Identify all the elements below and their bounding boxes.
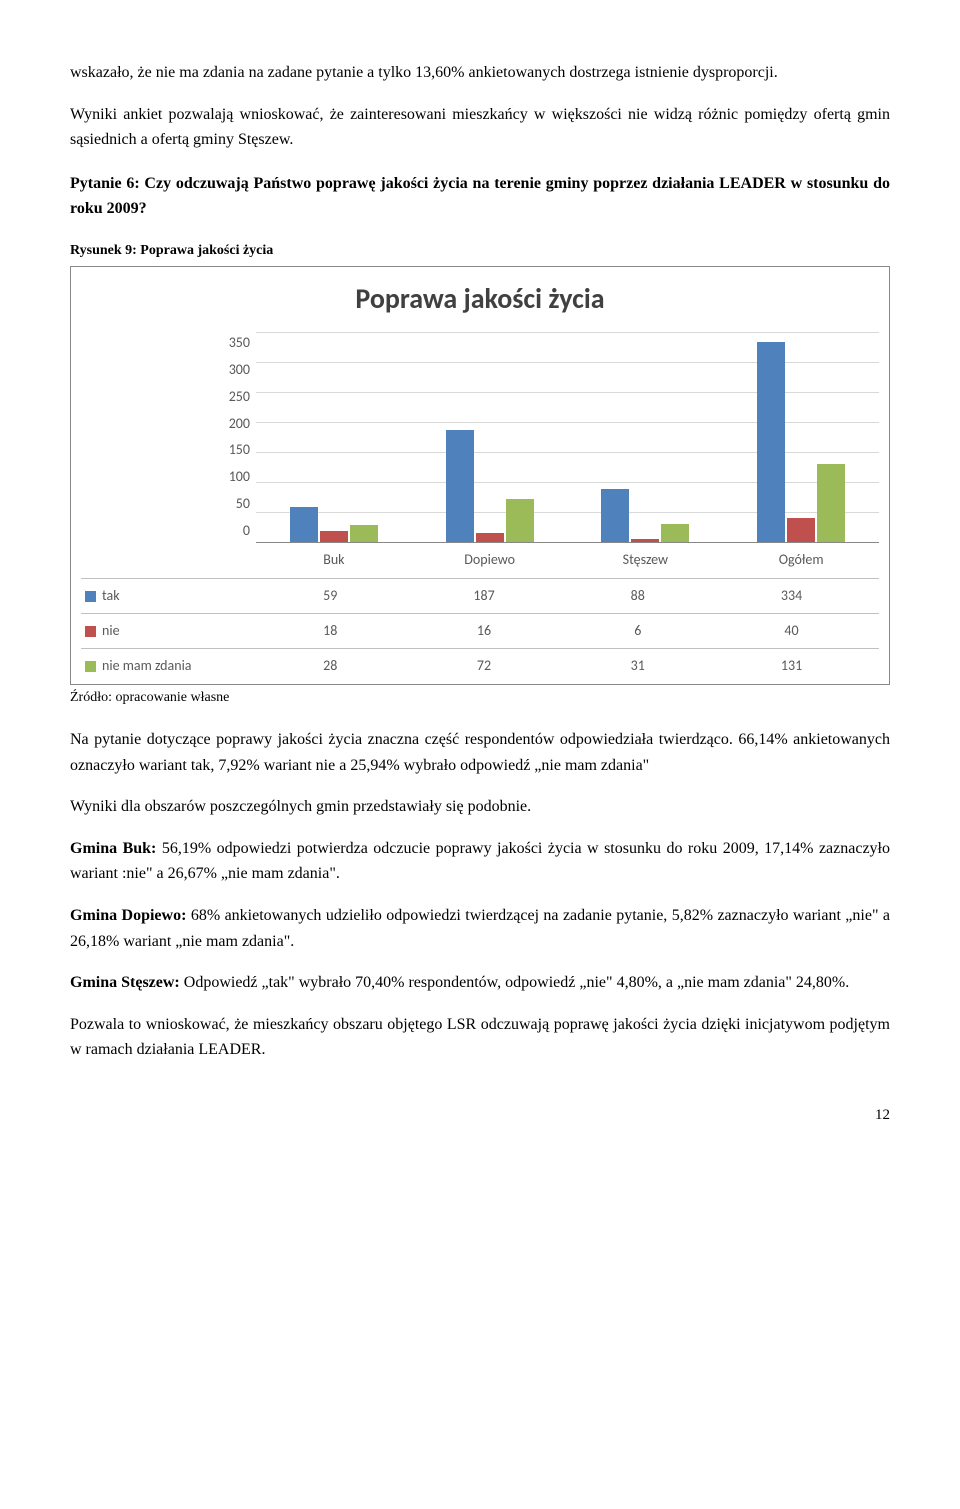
paragraph-result-2: Wyniki dla obszarów poszczególnych gmin … bbox=[70, 794, 890, 820]
table-cell: 131 bbox=[704, 649, 879, 684]
figure-source: Źródło: opracowanie własne bbox=[70, 687, 890, 709]
x-axis-labels: BukDopiewoStęszewOgółem bbox=[256, 543, 879, 577]
bar bbox=[757, 342, 785, 542]
table-cell: 6 bbox=[571, 613, 704, 648]
bar-group bbox=[412, 332, 568, 542]
legend-label: nie bbox=[102, 622, 120, 639]
table-row: nie mam zdania 287231131 bbox=[81, 649, 879, 684]
bar bbox=[817, 464, 845, 543]
page-number: 12 bbox=[70, 1103, 890, 1127]
text-gmina-dopiewo: 68% ankietowanych udzieliło odpowiedzi t… bbox=[70, 907, 890, 950]
table-cell: 72 bbox=[397, 649, 572, 684]
bar bbox=[350, 525, 378, 542]
paragraph-intro-2: Wyniki ankiet pozwalają wnioskować, że z… bbox=[70, 102, 890, 153]
x-tick-label: Stęszew bbox=[568, 543, 724, 577]
y-tick-label: 250 bbox=[229, 386, 250, 408]
table-row: nie 1816640 bbox=[81, 613, 879, 648]
paragraph-intro-1: wskazało, że nie ma zdania na zadane pyt… bbox=[70, 60, 890, 86]
y-tick-label: 100 bbox=[229, 466, 250, 488]
x-tick-label: Ogółem bbox=[723, 543, 879, 577]
figure-caption: Rysunek 9: Poprawa jakości życia bbox=[70, 240, 890, 262]
text-gmina-buk: 56,19% odpowiedzi potwierdza odczucie po… bbox=[70, 840, 890, 883]
y-tick-label: 0 bbox=[243, 520, 250, 542]
bar-group bbox=[723, 332, 879, 542]
table-row: tak 5918788334 bbox=[81, 578, 879, 613]
label-gmina-buk: Gmina Buk: bbox=[70, 840, 156, 857]
paragraph-conclusion: Pozwala to wnioskować, że mieszkańcy obs… bbox=[70, 1012, 890, 1063]
chart-title: Poprawa jakości życia bbox=[81, 277, 879, 322]
label-gmina-dopiewo: Gmina Dopiewo: bbox=[70, 907, 186, 924]
y-tick-label: 150 bbox=[229, 439, 250, 461]
legend-label: tak bbox=[102, 587, 120, 604]
bar bbox=[787, 518, 815, 542]
bar bbox=[446, 430, 474, 542]
paragraph-gmina-dopiewo: Gmina Dopiewo: 68% ankietowanych udzieli… bbox=[70, 903, 890, 954]
table-cell: 18 bbox=[264, 613, 397, 648]
table-cell: 88 bbox=[571, 578, 704, 613]
table-cell: 16 bbox=[397, 613, 572, 648]
bar bbox=[601, 489, 629, 542]
table-cell: 28 bbox=[264, 649, 397, 684]
x-tick-label: Buk bbox=[256, 543, 412, 577]
y-axis-spacer: 350 300 250 200 150 100 50 0 bbox=[81, 332, 256, 577]
y-tick-label: 50 bbox=[236, 493, 250, 515]
plot-wrap: BukDopiewoStęszewOgółem bbox=[256, 332, 879, 577]
x-tick-label: Dopiewo bbox=[412, 543, 568, 577]
legend-swatch bbox=[85, 626, 96, 637]
table-cell: 40 bbox=[704, 613, 879, 648]
plot-area bbox=[256, 332, 879, 543]
label-gmina-steszew: Gmina Stęszew: bbox=[70, 974, 180, 991]
paragraph-gmina-buk: Gmina Buk: 56,19% odpowiedzi potwierdza … bbox=[70, 836, 890, 887]
bar-group bbox=[256, 332, 412, 542]
y-tick-label: 200 bbox=[229, 413, 250, 435]
legend-swatch bbox=[85, 591, 96, 602]
legend-swatch bbox=[85, 661, 96, 672]
bar bbox=[320, 531, 348, 542]
bar bbox=[290, 507, 318, 542]
table-cell: 334 bbox=[704, 578, 879, 613]
bar-group bbox=[568, 332, 724, 542]
chart-area: 350 300 250 200 150 100 50 0 BukDopiewoStęszewO… bbox=[81, 332, 879, 577]
chart-container: Poprawa jakości życia 350 300 250 200 150 100… bbox=[70, 266, 890, 684]
paragraph-result-1: Na pytanie dotyczące poprawy jakości życ… bbox=[70, 727, 890, 778]
y-tick-label: 300 bbox=[229, 359, 250, 381]
data-table: tak 5918788334 nie 1816640 nie mam zdania 287… bbox=[81, 578, 879, 684]
table-cell: 187 bbox=[397, 578, 572, 613]
bar bbox=[476, 533, 504, 543]
paragraph-gmina-steszew: Gmina Stęszew: Odpowiedź „tak" wybrało 7… bbox=[70, 970, 890, 996]
y-axis: 350 300 250 200 150 100 50 0 bbox=[81, 332, 256, 542]
bar bbox=[661, 524, 689, 543]
table-cell: 59 bbox=[264, 578, 397, 613]
question-6: Pytanie 6: Czy odczuwają Państwo poprawę… bbox=[70, 171, 890, 222]
legend-label: nie mam zdania bbox=[102, 657, 192, 674]
text-gmina-steszew: Odpowiedź „tak" wybrało 70,40% responden… bbox=[180, 974, 849, 991]
bar bbox=[631, 539, 659, 543]
bar bbox=[506, 499, 534, 542]
table-cell: 31 bbox=[571, 649, 704, 684]
y-tick-label: 350 bbox=[229, 332, 250, 354]
